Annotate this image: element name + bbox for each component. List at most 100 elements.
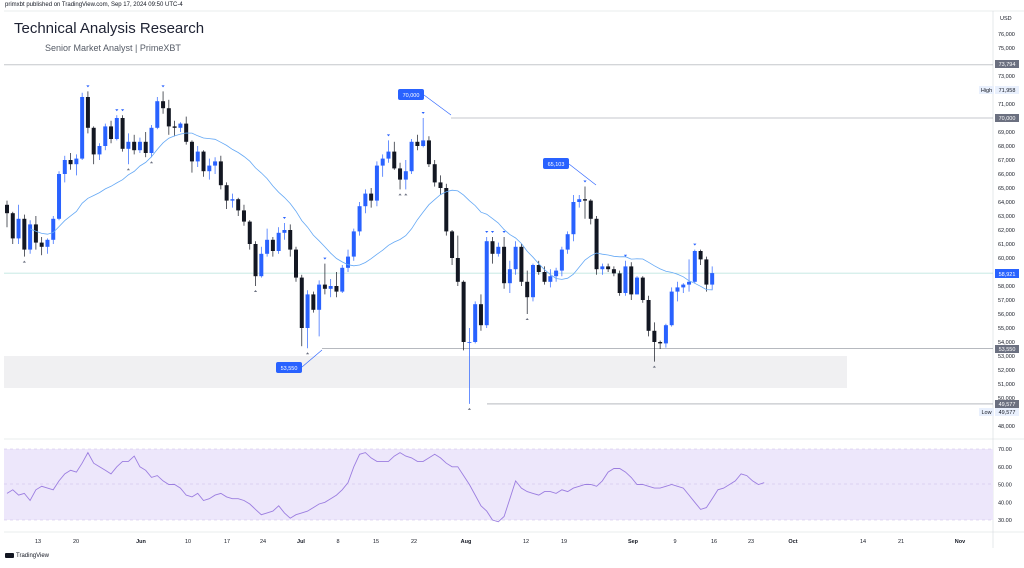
candle <box>184 116 189 145</box>
candle <box>247 220 252 250</box>
swing-low-marker <box>126 168 130 171</box>
candle-body <box>109 126 114 139</box>
callout-65103[interactable]: 65,103 <box>543 158 597 186</box>
candle-body <box>681 284 686 288</box>
candle-body <box>704 259 709 285</box>
candle <box>270 237 275 257</box>
rsi-tick: 30.00 <box>998 518 1012 524</box>
swing-high-marker <box>386 134 391 137</box>
candle <box>663 323 668 348</box>
candle <box>652 322 657 362</box>
time-tick: Sep <box>628 539 639 545</box>
swing-high-marker <box>282 217 287 219</box>
candle <box>392 141 397 170</box>
candle-body <box>374 165 379 201</box>
candle-body <box>663 325 668 344</box>
candle-body <box>432 164 437 183</box>
candle <box>137 137 142 153</box>
candle-body <box>507 269 512 284</box>
price-tick: 65,000 <box>998 186 1015 192</box>
candle <box>103 123 108 151</box>
price-tick: 66,000 <box>998 172 1015 178</box>
price-tick: 62,000 <box>998 228 1015 234</box>
candle-body <box>207 165 212 172</box>
candle <box>132 134 137 155</box>
candle-body <box>467 342 472 343</box>
moving-average-line <box>29 132 713 291</box>
brand-logo[interactable]: TradingView <box>5 553 49 559</box>
candle <box>380 154 385 177</box>
callout-70000[interactable]: 70,000 <box>398 89 452 116</box>
callout-box <box>398 89 424 100</box>
candle-body <box>392 151 397 169</box>
candle-body <box>120 118 125 149</box>
high-value: 71,958 <box>999 88 1016 94</box>
time-tick: 16 <box>711 539 717 545</box>
level-tag-text: 49,577 <box>999 402 1016 408</box>
candle <box>478 294 483 331</box>
candle <box>305 290 310 349</box>
callout-box <box>276 362 302 373</box>
candle-body <box>201 151 206 172</box>
candle-body <box>340 267 345 292</box>
candle-body <box>241 210 246 222</box>
candle <box>403 160 408 190</box>
candle-body <box>357 206 362 232</box>
candle-body <box>328 286 333 289</box>
level-tag-bg <box>995 400 1019 408</box>
price-tick: 73,000 <box>998 74 1015 80</box>
level-tag-bg <box>995 114 1019 122</box>
candle <box>80 92 85 160</box>
swing-low-marker <box>149 161 154 164</box>
candle <box>322 263 327 295</box>
candle <box>467 328 472 404</box>
candle <box>490 237 495 264</box>
rsi-axis-ticks[interactable]: 70.00 60.00 50.00 40.00 30.00 <box>998 447 1012 524</box>
candle-body <box>288 230 293 250</box>
candle <box>311 291 316 313</box>
candle <box>704 256 709 292</box>
candle-body <box>398 168 403 180</box>
callout-leader <box>301 349 323 368</box>
price-tick: 69,000 <box>998 130 1015 136</box>
candle <box>236 197 241 216</box>
swing-low-marker <box>253 290 258 292</box>
callout-53550[interactable]: 53,550 <box>276 349 323 373</box>
published-line: primxbt published on TradingView.com, Se… <box>5 2 183 8</box>
time-axis[interactable]: 13 20 Jun 10 17 24 Jul 8 15 22 Aug 12 19 Sep 9 16 23 Oct 1… <box>35 539 966 545</box>
time-tick: Jun <box>136 539 146 545</box>
candle <box>681 283 686 293</box>
candle-body <box>253 244 258 277</box>
swing-low-marker <box>525 318 529 320</box>
candle-body <box>132 141 137 151</box>
candle-body <box>478 304 483 326</box>
candle <box>317 280 322 337</box>
candle-body <box>530 265 535 298</box>
candle <box>658 340 663 349</box>
time-tick: 23 <box>748 539 754 545</box>
candle <box>259 246 264 278</box>
candle <box>357 202 362 236</box>
candle <box>207 158 212 180</box>
candle-body <box>583 199 587 201</box>
price-tick: 63,000 <box>998 214 1015 220</box>
low-label: Low <box>981 410 991 416</box>
time-tick: 15 <box>373 539 379 545</box>
callout-box <box>543 158 569 169</box>
candle-body <box>710 273 715 285</box>
candle-body <box>438 182 443 188</box>
candle <box>669 287 674 327</box>
candle <box>288 224 293 257</box>
tradingview-icon <box>5 553 14 558</box>
candle <box>536 260 541 275</box>
callout-leader <box>423 94 452 116</box>
candle-body <box>571 202 576 235</box>
candle <box>525 270 530 314</box>
candle <box>28 220 33 254</box>
candle-body <box>623 266 628 293</box>
candle <box>143 132 148 158</box>
swing-high-marker <box>583 180 587 183</box>
candle <box>346 249 351 272</box>
